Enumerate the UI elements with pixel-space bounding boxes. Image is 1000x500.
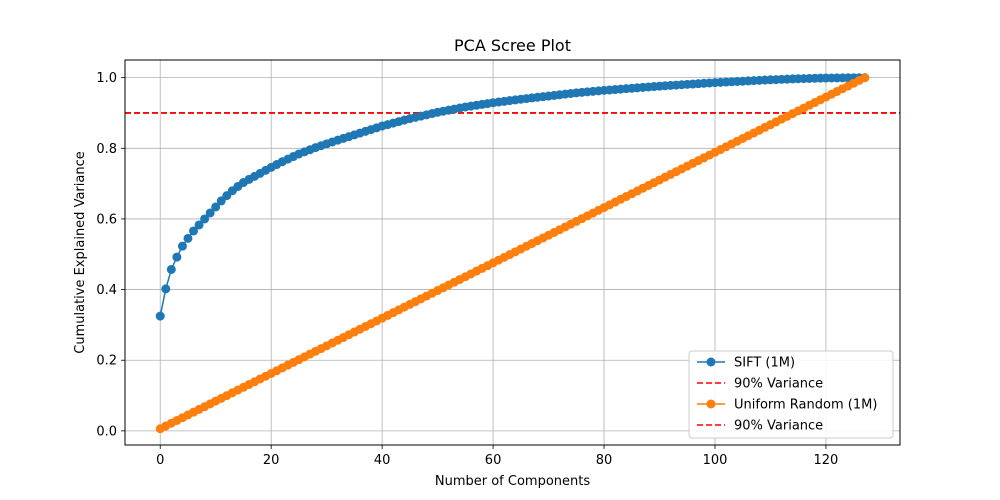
legend-label: SIFT (1M)	[734, 356, 795, 371]
legend-entry: 90% Variance	[697, 377, 823, 392]
y-tick-label: 0.8	[96, 142, 117, 157]
data-point	[200, 214, 210, 224]
series-0	[155, 73, 870, 321]
data-point	[177, 241, 187, 251]
data-point	[183, 233, 193, 243]
data-point	[161, 284, 171, 294]
axis-ticks: 0 20 40 60 80 100 120 0.0 0.2 0.4 0.6 0.8 1.0	[96, 71, 838, 468]
data-point	[166, 264, 176, 274]
y-axis-label: Cumulative Explained Variance	[73, 151, 88, 353]
x-tick-label: 40	[374, 453, 391, 468]
y-tick-label: 0.2	[96, 354, 117, 369]
series-2	[155, 73, 870, 434]
x-tick-label: 80	[596, 453, 613, 468]
legend-label: Uniform Random (1M)	[734, 398, 877, 413]
x-tick-label: 20	[263, 453, 280, 468]
legend-marker	[706, 399, 716, 409]
x-tick-label: 120	[814, 453, 839, 468]
data-point	[194, 220, 204, 230]
y-tick-label: 0.6	[96, 212, 117, 227]
data-point	[172, 252, 182, 262]
x-axis-label: Number of Components	[435, 474, 590, 489]
y-tick-label: 1.0	[96, 71, 117, 86]
plot-frame	[124, 59, 901, 446]
x-tick-label: 60	[485, 453, 502, 468]
x-tick-label: 0	[156, 453, 164, 468]
data-point	[211, 202, 221, 212]
legend: SIFT (1M) 90% Variance Uniform Random (1M)…	[688, 350, 894, 439]
legend-entry: SIFT (1M)	[697, 356, 795, 371]
legend-entry: Uniform Random (1M)	[697, 398, 877, 413]
y-tick-label: 0.4	[96, 283, 117, 298]
legend-marker	[706, 357, 716, 367]
series-layer	[155, 73, 870, 434]
x-tick-label: 100	[703, 453, 728, 468]
data-point	[205, 208, 215, 218]
data-point	[860, 73, 870, 83]
y-tick-label: 0.0	[96, 424, 117, 439]
legend-box	[688, 350, 894, 439]
legend-label: 90% Variance	[734, 419, 823, 434]
chart-title: PCA Scree Plot	[454, 36, 571, 55]
legend-label: 90% Variance	[734, 377, 823, 392]
data-point	[155, 311, 165, 321]
data-point	[189, 226, 199, 236]
legend-entry: 90% Variance	[697, 419, 823, 434]
